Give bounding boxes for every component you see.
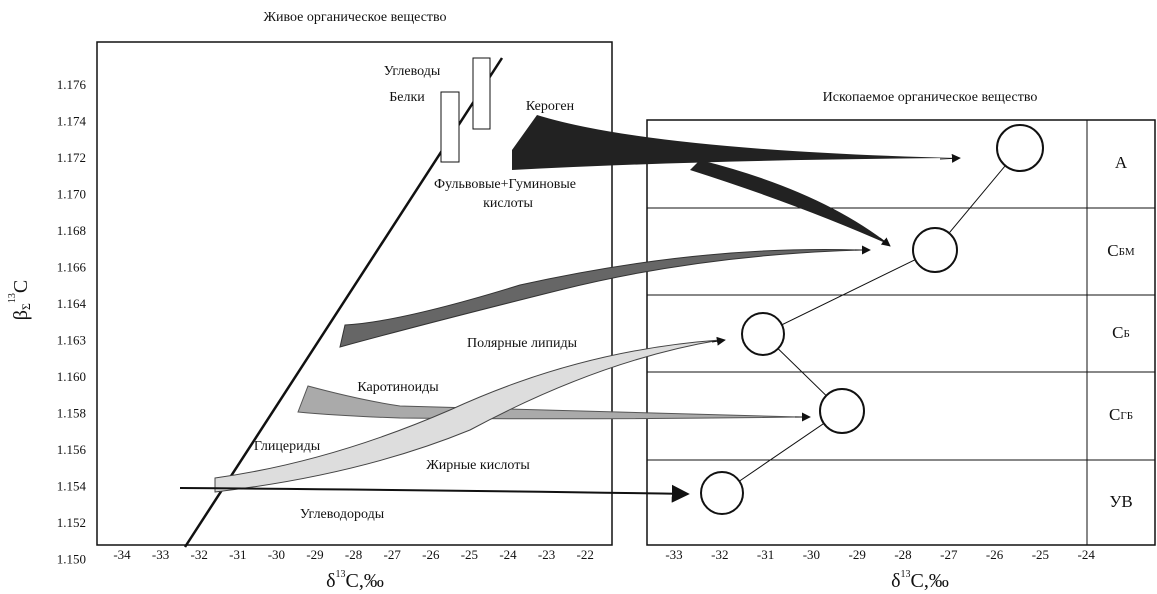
- kerogen-branch: [690, 160, 890, 245]
- x-tick-label: -33: [665, 547, 682, 562]
- proteins-box: [440, 91, 460, 163]
- y-tick-label: 1.163: [57, 332, 86, 347]
- row-label: А: [1115, 153, 1128, 172]
- left-frame: [96, 41, 613, 546]
- row-label: УВ: [1109, 492, 1132, 511]
- y-tick-label: 1.150: [57, 551, 86, 566]
- row-main: С: [1107, 241, 1118, 260]
- y-tick-label: 1.168: [57, 223, 86, 238]
- circles: [700, 124, 1044, 515]
- x-tick-label: -30: [803, 547, 820, 562]
- x-tick-label: -29: [306, 547, 323, 562]
- x-tick-label: -32: [191, 547, 208, 562]
- x-tick-label: -27: [940, 547, 958, 562]
- y-tick-label: 1.170: [57, 186, 86, 201]
- row-main: С: [1112, 323, 1123, 342]
- x-tick-label: -26: [986, 547, 1004, 562]
- label: Глицериды: [254, 439, 321, 454]
- y-tick-label: 1.164: [57, 296, 87, 311]
- row-lines: [647, 207, 1155, 461]
- x-tick-label: -26: [422, 547, 440, 562]
- x-tick-label: -25: [1032, 547, 1049, 562]
- x-tick-label: -33: [152, 547, 169, 562]
- x-tick-label: -34: [113, 547, 131, 562]
- label: Каротиноиды: [357, 380, 439, 395]
- x-axis-label: δ13C,‰: [326, 569, 384, 591]
- row-label: СБМ: [1107, 241, 1135, 260]
- y-tick-label: 1.172: [57, 150, 86, 165]
- label: Кероген: [526, 99, 575, 114]
- x-tick-label: -28: [345, 547, 362, 562]
- y-tick-label: 1.154: [57, 478, 87, 493]
- x-tick-label: -29: [849, 547, 866, 562]
- row-label: СГБ: [1109, 405, 1133, 424]
- label: Полярные липиды: [467, 336, 578, 351]
- arrow: [879, 237, 891, 247]
- x-tick-label: -23: [538, 547, 555, 562]
- x-tick-label: -32: [711, 547, 728, 562]
- x-tick-label: -24: [499, 547, 517, 562]
- x-tick-label: -28: [894, 547, 911, 562]
- kerogen-flow: [512, 115, 955, 170]
- x-tick-label: -22: [577, 547, 594, 562]
- row-main: С: [1109, 405, 1120, 424]
- right-title: Ископаемое органическое вещество: [823, 90, 1038, 105]
- y-tick-label: 1.160: [57, 369, 86, 384]
- row-label: СБ: [1112, 323, 1130, 342]
- x-tick-label: -30: [268, 547, 285, 562]
- row-sub: Б: [1124, 328, 1130, 340]
- x-axis-label: δ13C,‰: [891, 569, 949, 591]
- x-tick-label: -31: [229, 547, 246, 562]
- label: Фульвовые+Гуминовые: [434, 177, 576, 192]
- label: Жирные кислоты: [426, 458, 530, 473]
- arrow: [711, 336, 726, 346]
- label: Углеводороды: [300, 507, 385, 522]
- x-tick-label: -25: [461, 547, 478, 562]
- left-title: Живое органическое вещество: [263, 10, 446, 25]
- label: Белки: [389, 90, 425, 105]
- label: Углеводы: [384, 64, 441, 79]
- y-tick-label: 1.156: [57, 442, 87, 457]
- y-tick-label: 1.174: [57, 113, 87, 128]
- row-sub: БМ: [1119, 246, 1135, 258]
- y-axis-label: βΣ13C: [7, 280, 32, 321]
- y-tick-label: 1.152: [57, 515, 86, 530]
- hydrocarbons-arrow: [179, 484, 690, 503]
- row-sub: ГБ: [1120, 410, 1133, 422]
- right-frame: [646, 119, 1156, 546]
- y-tick-label: 1.176: [57, 77, 87, 92]
- y-tick-label: 1.166: [57, 259, 87, 274]
- x-tick-label: -24: [1078, 547, 1096, 562]
- carbohydrates-box: [472, 57, 491, 130]
- x-tick-label: -31: [757, 547, 774, 562]
- row-main: УВ: [1109, 492, 1132, 511]
- y-tick-label: 1.158: [57, 405, 86, 420]
- x-tick-label: -27: [384, 547, 402, 562]
- label: кислоты: [483, 196, 533, 211]
- arrow: [939, 153, 961, 163]
- row-main: А: [1115, 153, 1128, 172]
